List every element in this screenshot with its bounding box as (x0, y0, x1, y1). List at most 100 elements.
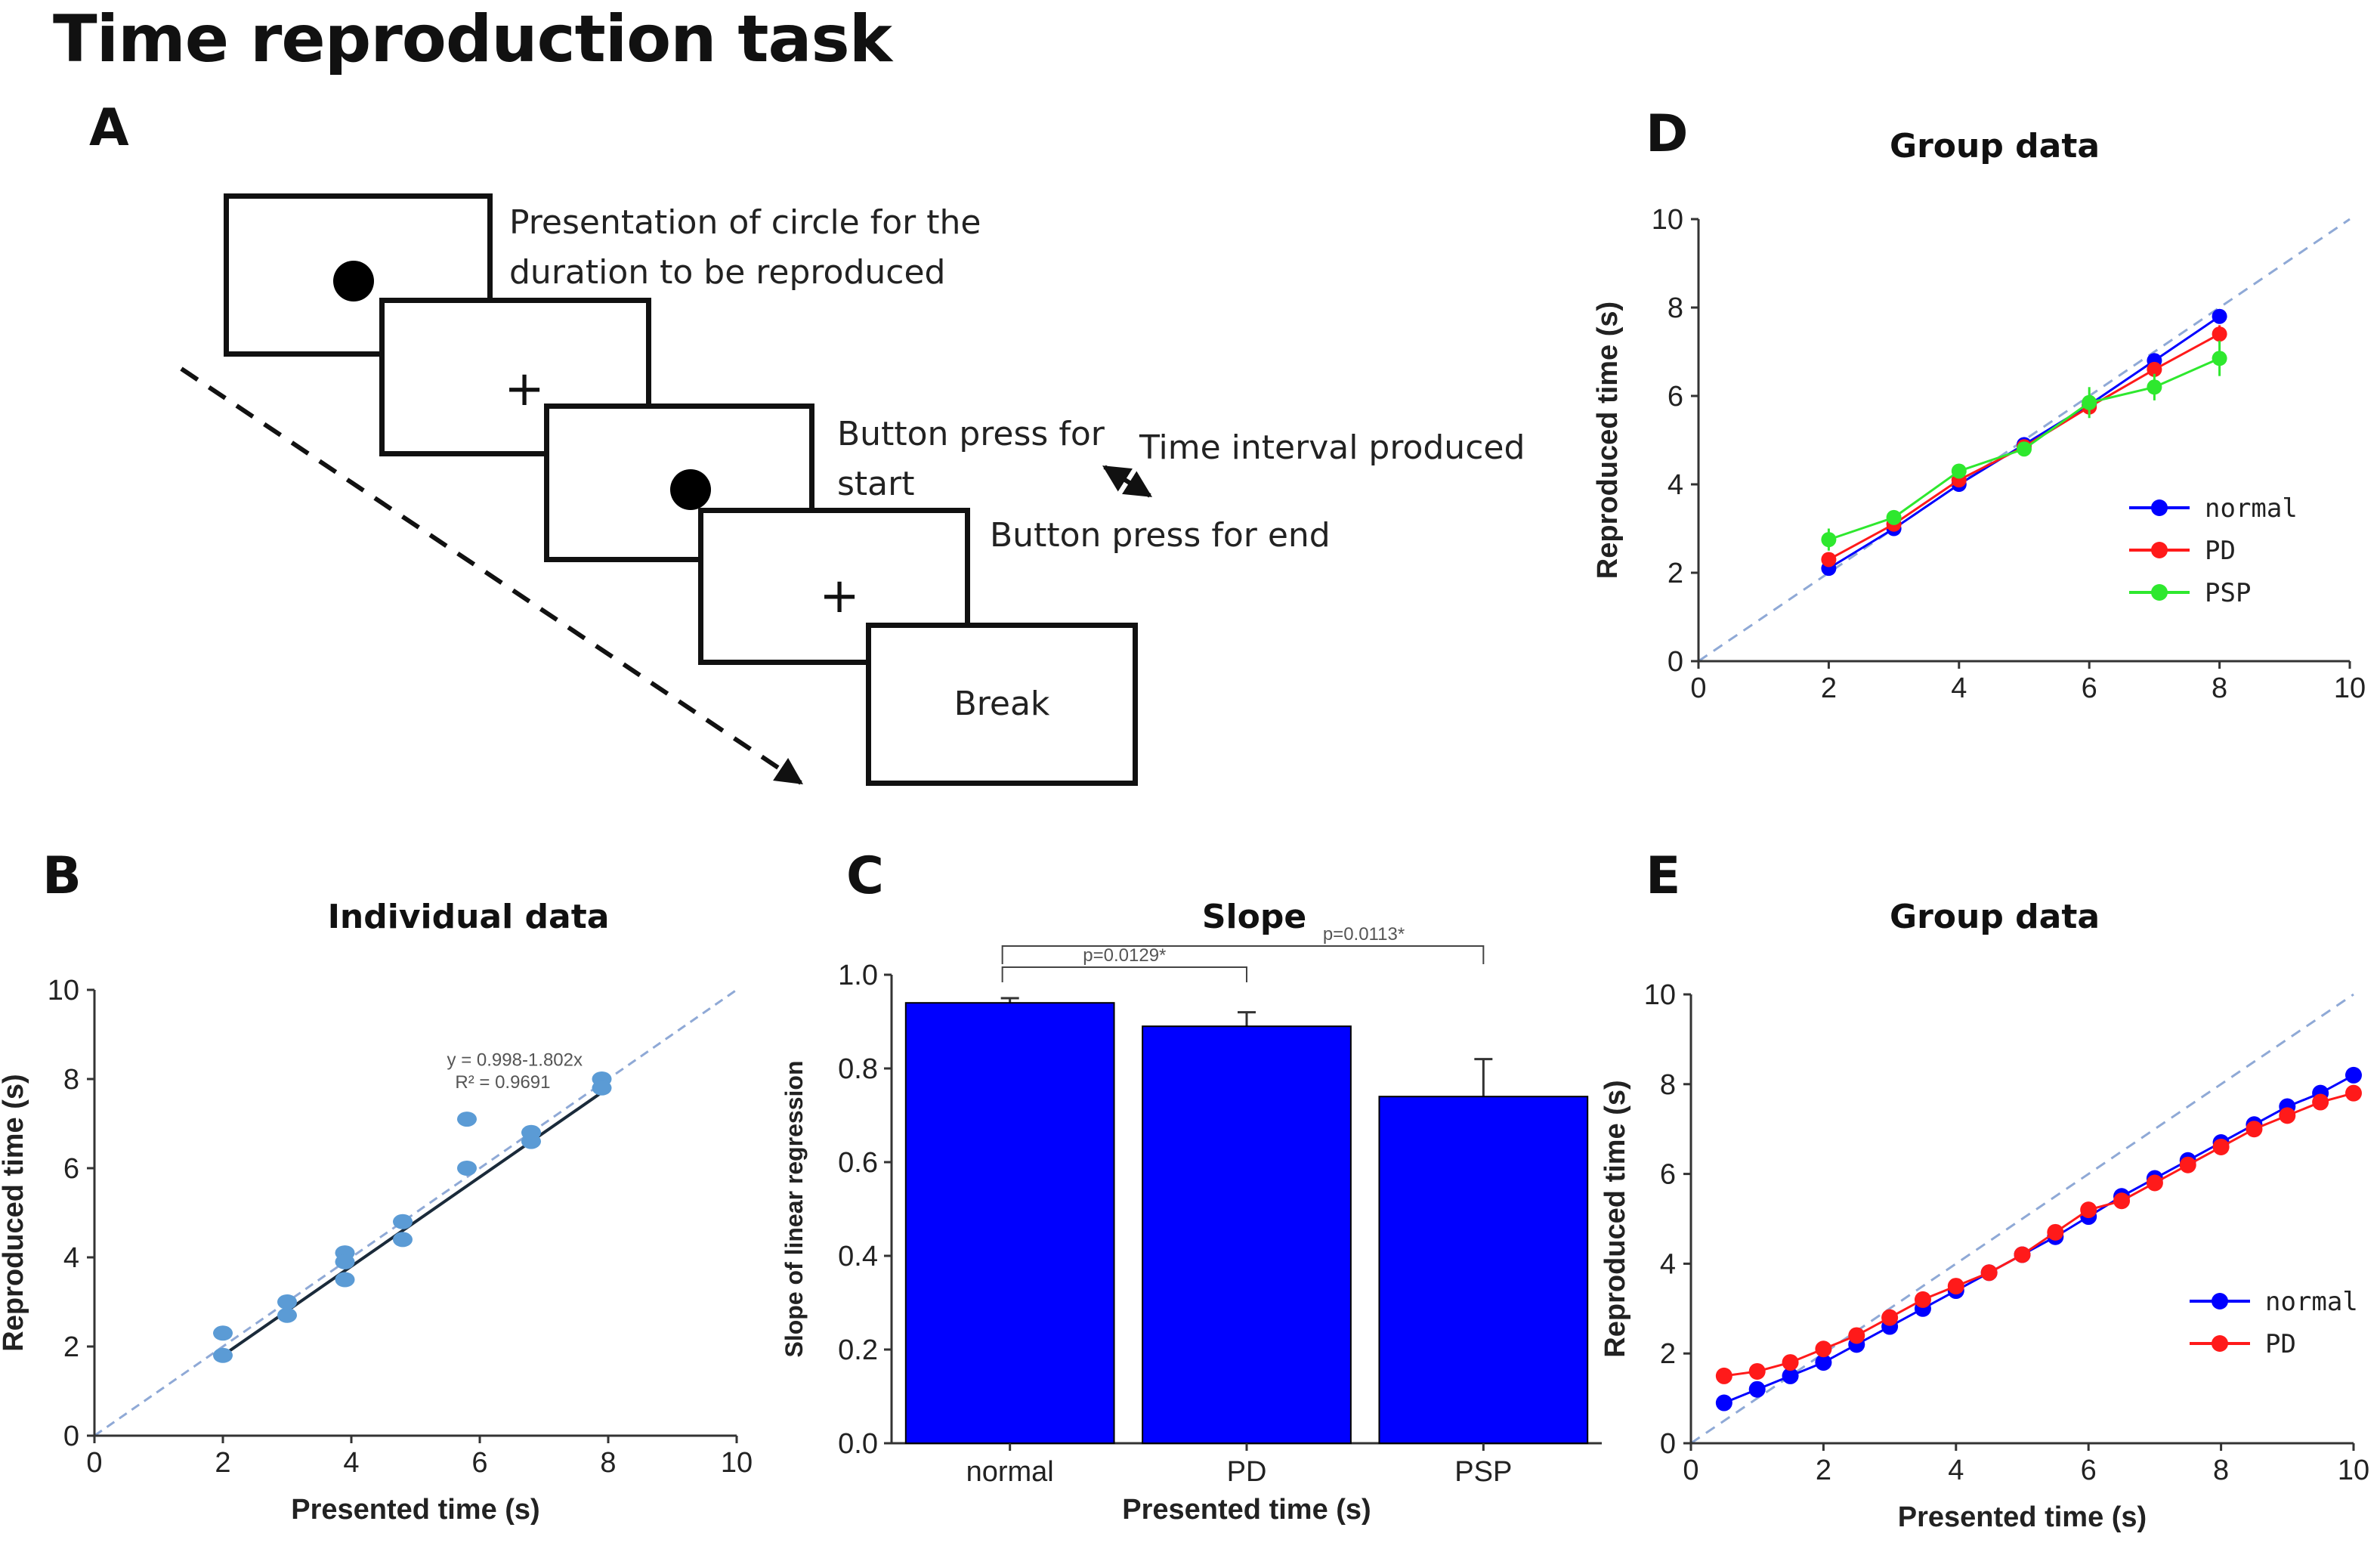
d-point-psp (2017, 441, 2032, 457)
b-r-squared: R² = 0.9691 (455, 1072, 550, 1093)
e-point-pd (2212, 1138, 2230, 1155)
press-start-text: Button press for start (837, 410, 1105, 509)
e-point-pd (2113, 1192, 2131, 1210)
c-significance-label: p=0.0129* (1083, 945, 1166, 966)
panel-c-letter: C (846, 846, 884, 906)
fixation-cross-icon: + (504, 361, 545, 417)
b-xtick-label: 2 (215, 1447, 230, 1479)
e-point-pd (2345, 1084, 2362, 1102)
c-bar-normal (904, 1002, 1115, 1444)
e-y-label: Reproduced time (s) (1600, 1080, 1631, 1357)
e-point-normal (1748, 1381, 1766, 1398)
d-xtick-label: 6 (2082, 673, 2097, 704)
e-xtick-label: 2 (1816, 1455, 1831, 1486)
d-xtick-label: 10 (2334, 673, 2366, 704)
e-ytick-label: 0 (1660, 1428, 1676, 1460)
e-ytick-label: 6 (1660, 1159, 1676, 1191)
screen-break: Break (866, 623, 1138, 786)
c-category-label: normal (966, 1456, 1054, 1488)
d-point-psp (2212, 351, 2227, 366)
e-point-pd (2179, 1156, 2196, 1173)
d-point-psp (1951, 463, 1967, 479)
e-point-pd (1715, 1367, 1732, 1384)
e-x-label: Presented time (s) (1898, 1501, 2147, 1533)
b-data-point (335, 1272, 355, 1288)
e-xtick-label: 6 (2081, 1455, 2097, 1486)
e-point-normal (1815, 1354, 1832, 1371)
b-data-point (457, 1161, 477, 1176)
press-start-line2: start (837, 465, 915, 503)
d-identity-line (1698, 218, 2351, 663)
e-point-normal (2345, 1066, 2362, 1084)
e-point-pd (2014, 1246, 2031, 1263)
d-legend-label: PD (2205, 536, 2236, 566)
time-flow-arrow (180, 366, 803, 785)
e-point-pd (2279, 1107, 2296, 1124)
d-ytick-label: 10 (1652, 204, 1683, 236)
e-point-pd (1980, 1264, 1998, 1282)
e-ytick-label: 10 (1644, 979, 1676, 1011)
e-point-pd (2047, 1223, 2064, 1241)
fixation-cross-icon-2: + (819, 568, 860, 624)
d-point-psp (1821, 532, 1837, 548)
chart-d-title: Group data (1889, 127, 2100, 165)
b-data-point (277, 1307, 297, 1323)
d-legend-marker (2151, 542, 2168, 558)
interval-text: Time interval produced (1139, 428, 1525, 467)
d-point-pd (2212, 326, 2227, 342)
c-bar-psp (1378, 1096, 1589, 1444)
d-legend-marker (2151, 584, 2168, 601)
b-xtick-label: 6 (471, 1447, 487, 1479)
b-data-point (592, 1080, 612, 1096)
e-point-pd (1748, 1362, 1766, 1380)
d-ytick-label: 2 (1668, 558, 1683, 589)
b-data-point (393, 1214, 413, 1229)
e-identity-line (1690, 993, 2354, 1445)
d-ytick-label: 6 (1668, 381, 1683, 413)
panel-d-letter: D (1646, 104, 1689, 164)
b-ytick-label: 4 (63, 1242, 79, 1274)
d-point-pd (1821, 552, 1837, 567)
c-category-label: PD (1227, 1456, 1267, 1488)
e-point-pd (1947, 1278, 1964, 1295)
circle-stimulus-icon (333, 261, 374, 301)
e-ytick-label: 8 (1660, 1069, 1676, 1101)
e-xtick-label: 10 (2338, 1455, 2369, 1486)
e-legend-marker (2212, 1293, 2228, 1309)
c-ytick-label: 0.0 (838, 1428, 878, 1460)
c-x-label: Presented time (s) (1122, 1494, 1371, 1526)
b-x-label: Presented time (s) (291, 1494, 539, 1526)
c-ytick-label: 0.4 (838, 1241, 878, 1272)
d-legend-label: PSP (2205, 578, 2251, 608)
e-point-normal (1782, 1367, 1799, 1384)
e-xtick-label: 0 (1683, 1455, 1698, 1486)
e-point-pd (2246, 1121, 2263, 1138)
b-ytick-label: 0 (63, 1421, 79, 1452)
chart-e-title: Group data (1889, 898, 2100, 936)
b-xtick-label: 10 (721, 1447, 753, 1479)
d-point-psp (1886, 509, 1902, 525)
b-xtick-label: 8 (600, 1447, 616, 1479)
b-equation: y = 0.998-1.802x (447, 1050, 583, 1070)
chart-b-title: Individual data (327, 898, 610, 936)
b-data-point (457, 1112, 477, 1127)
b-ytick-label: 6 (63, 1153, 79, 1185)
presentation-text: Presentation of circle for the duration … (509, 198, 981, 298)
c-significance-bracket (1001, 945, 1485, 964)
d-ytick-label: 0 (1668, 646, 1683, 678)
c-y-label: Slope of linear regression (780, 1061, 808, 1358)
d-legend-marker (2151, 499, 2168, 516)
circle-reproduction-icon (670, 469, 711, 510)
b-identity-line (94, 988, 737, 1437)
d-point-pd (2147, 361, 2162, 377)
e-point-pd (1881, 1309, 1899, 1326)
c-ytick-label: 0.8 (838, 1053, 878, 1085)
e-ytick-label: 4 (1660, 1248, 1676, 1280)
d-ytick-label: 8 (1668, 292, 1683, 324)
figure-title: Time reproduction task (53, 2, 892, 77)
d-y-label: Reproduced time (s) (1592, 301, 1624, 579)
e-point-pd (2080, 1201, 2097, 1219)
interval-double-arrow (1102, 465, 1153, 498)
